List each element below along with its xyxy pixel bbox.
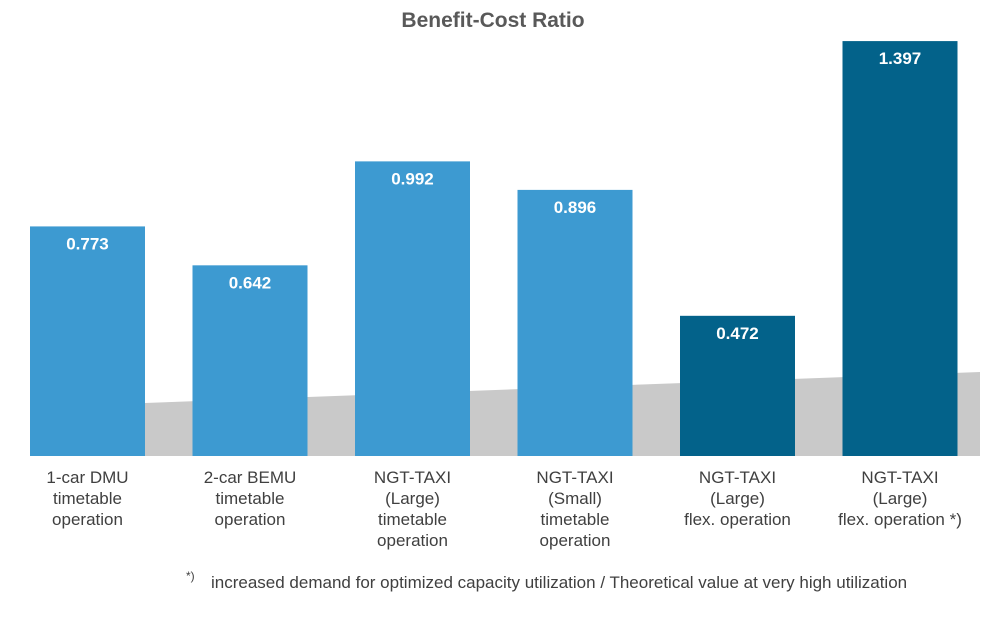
category-label-line: operation bbox=[52, 510, 123, 529]
category-label-line: (Large) bbox=[385, 489, 440, 508]
category-label-line: NGT-TAXI bbox=[374, 468, 451, 487]
bar-1 bbox=[30, 226, 145, 456]
category-label-line: timetable bbox=[378, 510, 447, 529]
category-label-line: 1-car DMU bbox=[46, 468, 128, 487]
category-label-3: NGT-TAXI (Large) timetable operation bbox=[374, 468, 451, 550]
category-label-line: NGT-TAXI bbox=[861, 468, 938, 487]
category-label-line: NGT-TAXI bbox=[699, 468, 776, 487]
bars-group: 0.773 0.642 0.992 0.896 0.472 1.397 bbox=[30, 41, 958, 456]
category-label-line: timetable bbox=[541, 510, 610, 529]
category-label-5: NGT-TAXI (Large) flex. operation bbox=[684, 468, 791, 529]
category-label-line: operation bbox=[540, 531, 611, 550]
category-label-line: (Large) bbox=[873, 489, 928, 508]
footnote-marker: *) bbox=[186, 569, 195, 583]
bar-value-label-1: 0.773 bbox=[66, 234, 109, 253]
category-label-line: flex. operation *) bbox=[838, 510, 962, 529]
bar-3 bbox=[355, 161, 470, 456]
category-label-line: (Small) bbox=[548, 489, 602, 508]
category-label-line: NGT-TAXI bbox=[536, 468, 613, 487]
chart-title: Benefit-Cost Ratio bbox=[401, 9, 584, 32]
footnote-text: increased demand for optimized capacity … bbox=[211, 573, 907, 592]
bar-4 bbox=[517, 189, 633, 456]
category-label-1: 1-car DMU timetable operation bbox=[46, 468, 128, 529]
bar-value-label-5: 0.472 bbox=[716, 324, 759, 343]
bar-value-label-2: 0.642 bbox=[229, 273, 272, 292]
bar-6 bbox=[842, 41, 958, 456]
category-label-line: operation bbox=[377, 531, 448, 550]
footnote: *) increased demand for optimized capaci… bbox=[186, 569, 907, 592]
category-label-line: flex. operation bbox=[684, 510, 791, 529]
category-label-line: operation bbox=[215, 510, 286, 529]
bar-5 bbox=[680, 315, 795, 456]
category-label-line: 2-car BEMU bbox=[204, 468, 297, 487]
category-label-line: timetable bbox=[53, 489, 122, 508]
category-labels-group: 1-car DMU timetable operation 2-car BEMU tim… bbox=[46, 468, 961, 550]
category-label-line: (Large) bbox=[710, 489, 765, 508]
category-label-6: NGT-TAXI (Large) flex. operation *) bbox=[838, 468, 962, 529]
category-label-line: timetable bbox=[216, 489, 285, 508]
bar-2 bbox=[192, 265, 308, 456]
category-label-4: NGT-TAXI (Small) timetable operation bbox=[536, 468, 613, 550]
bar-value-label-6: 1.397 bbox=[879, 49, 922, 68]
bar-value-label-3: 0.992 bbox=[391, 169, 434, 188]
category-label-2: 2-car BEMU timetable operation bbox=[204, 468, 297, 529]
bar-value-label-4: 0.896 bbox=[554, 198, 597, 217]
